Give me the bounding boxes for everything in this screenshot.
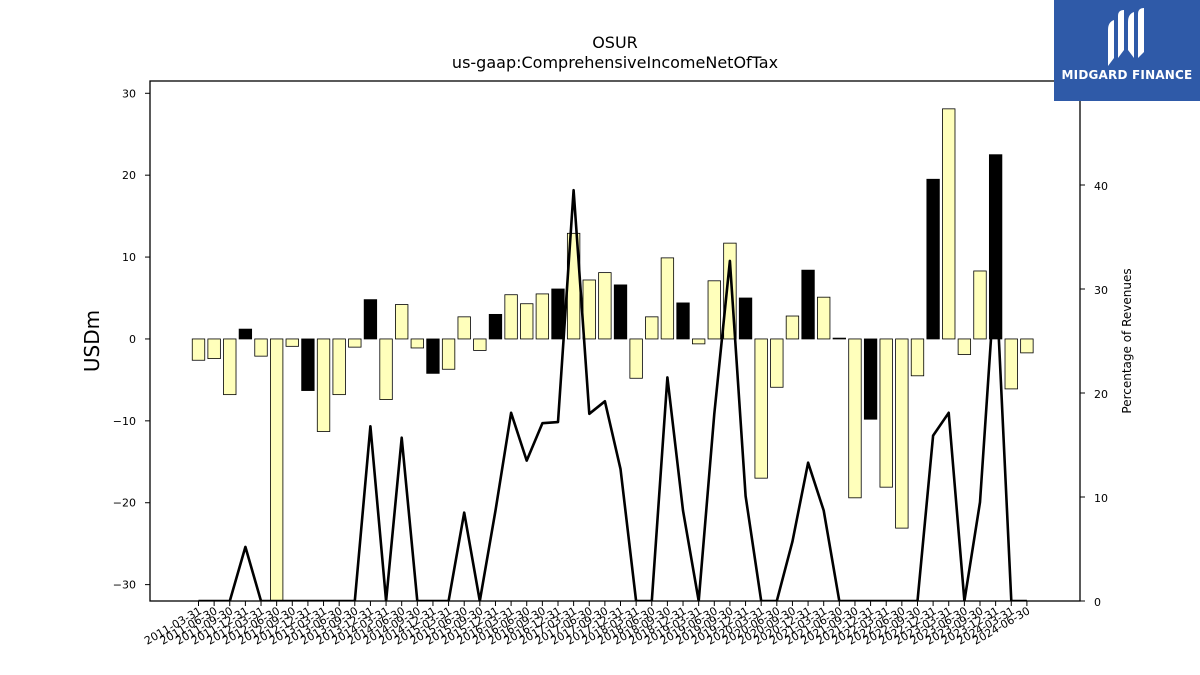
chart-subtitle: us-gaap:ComprehensiveIncomeNetOfTax xyxy=(452,53,778,72)
y2-tick-label: 0 xyxy=(1094,596,1101,609)
bar xyxy=(551,288,565,340)
bar xyxy=(457,316,471,340)
plot-frame xyxy=(149,80,1081,602)
y-tick-label: −20 xyxy=(113,497,136,510)
y-tick-label: 10 xyxy=(122,251,136,264)
y2-tick-label: 30 xyxy=(1094,284,1108,297)
bar xyxy=(895,338,909,529)
bar xyxy=(348,338,362,348)
bar xyxy=(238,328,253,340)
bar xyxy=(301,338,315,391)
line-series xyxy=(198,188,1027,601)
bar xyxy=(988,154,1003,340)
bar xyxy=(754,338,768,479)
bar xyxy=(910,338,925,377)
y-tick-label: 30 xyxy=(122,87,136,100)
bar xyxy=(395,304,409,340)
bar xyxy=(613,284,628,340)
bar xyxy=(598,272,612,340)
y2-tick-label: 40 xyxy=(1094,180,1108,193)
bar xyxy=(254,338,268,357)
bar xyxy=(285,338,299,347)
y2-tick-label: 10 xyxy=(1094,492,1108,505)
bar xyxy=(426,338,440,374)
brand-logo: MIDGARD FINANCE xyxy=(1054,0,1200,101)
bar xyxy=(926,178,940,340)
bar-series xyxy=(191,108,1034,601)
bar xyxy=(207,338,221,360)
y2-tick-label: 20 xyxy=(1094,388,1108,401)
bar xyxy=(441,338,456,370)
y-axis-label: USDm xyxy=(80,310,104,372)
y-tick-label: −10 xyxy=(113,415,136,428)
bar xyxy=(223,338,237,396)
bar xyxy=(692,338,706,345)
bar xyxy=(738,297,753,340)
bar xyxy=(848,338,862,499)
bar xyxy=(645,316,659,340)
bar xyxy=(629,338,643,379)
y-tick-label: −30 xyxy=(113,579,136,592)
bar xyxy=(363,299,378,340)
bar xyxy=(817,296,831,340)
bar xyxy=(316,338,331,432)
bar xyxy=(832,337,846,340)
bar xyxy=(535,293,550,340)
bar xyxy=(379,338,393,400)
midgard-logo-icon xyxy=(1108,8,1144,66)
chart-title: OSUR xyxy=(592,33,638,52)
bar xyxy=(582,279,596,340)
bar xyxy=(973,270,987,340)
bar xyxy=(942,108,956,340)
plot-area: −30−20−1001020300102030402011-03-312011-… xyxy=(113,80,1108,648)
bar xyxy=(473,338,487,351)
bar xyxy=(676,302,690,340)
bar xyxy=(504,294,518,340)
y-tick-label: 0 xyxy=(129,333,136,346)
bar xyxy=(410,338,424,349)
bar xyxy=(801,269,815,340)
bar xyxy=(191,338,206,361)
bar xyxy=(488,313,503,340)
bar xyxy=(1004,338,1018,390)
brand-name: MIDGARD FINANCE xyxy=(1061,68,1193,82)
bar xyxy=(785,315,800,340)
bar xyxy=(269,338,284,601)
bar xyxy=(879,338,893,488)
bar xyxy=(332,338,346,396)
bar xyxy=(1020,338,1034,354)
y2-axis-label: Percentage of Revenues xyxy=(1120,268,1134,413)
bar xyxy=(863,338,878,420)
bar xyxy=(660,257,675,340)
bar xyxy=(770,338,784,388)
bar xyxy=(957,338,972,355)
y-tick-label: 20 xyxy=(122,169,136,182)
bar xyxy=(707,280,721,340)
bar xyxy=(520,303,534,340)
